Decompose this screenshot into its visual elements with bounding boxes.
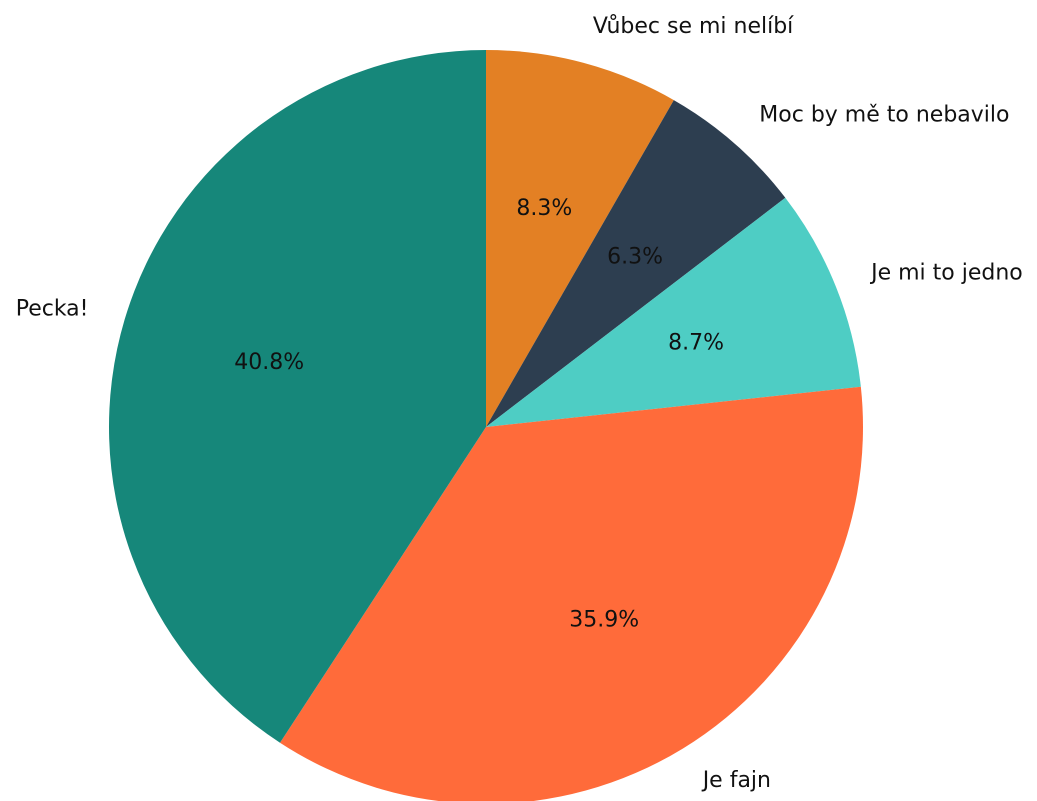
pie-slice-je-mi-to-jedno [486,197,861,427]
category-label-je-fajn: Je fajn [701,768,771,793]
category-label-vubec-se-mi-nelibi: Vůbec se mi nelíbí [593,14,794,39]
pct-label-vubec-se-mi-nelibi: 8.3% [516,196,572,221]
pie-slice-je-fajn [280,386,863,801]
pct-label-je-fajn: 35.9% [569,607,639,632]
pie-slices [108,50,863,801]
pct-label-pecka: 40.8% [234,350,304,375]
category-label-pecka: Pecka! [16,296,89,321]
pct-label-je-mi-to-jedno: 8.7% [668,331,724,356]
pie-slice-vubec-se-mi-nelibi [486,50,674,427]
percent-labels: 8.3% 6.3% 8.7% 35.9% 40.8% [234,196,724,633]
pie-slice-moc-by-me-to-nebavilo [486,100,786,428]
category-label-je-mi-to-jedno: Je mi to jedno [869,261,1023,286]
category-labels: Vůbec se mi nelíbí Moc by mě to nebavilo J… [16,14,1023,793]
category-label-moc-by-me-to-nebavilo: Moc by mě to nebavilo [759,103,1009,128]
pie-slice-pecka [108,50,486,743]
pct-label-moc-by-me-to-nebavilo: 6.3% [607,244,663,269]
